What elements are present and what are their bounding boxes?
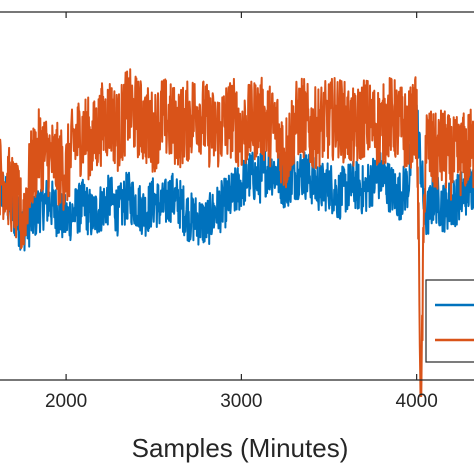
x-tick-label: 4000 <box>396 391 438 412</box>
series-line-1 <box>0 104 474 252</box>
legend <box>425 279 474 363</box>
x-tick-label: 3000 <box>220 391 262 412</box>
series-layer <box>0 68 474 397</box>
x-axis-label: Samples (Minutes) <box>132 433 349 463</box>
axes-layer: 2000 3000 4000 <box>0 11 474 412</box>
x-tick-label: 2000 <box>45 391 87 412</box>
series-line-2 <box>0 68 474 397</box>
legend-box <box>425 279 474 363</box>
